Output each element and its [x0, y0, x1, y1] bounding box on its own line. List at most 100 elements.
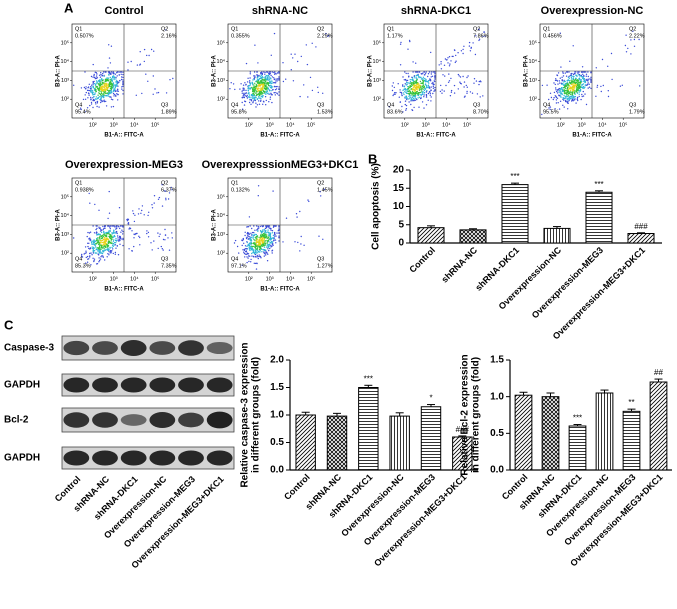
- event-dot: [253, 238, 255, 241]
- event-dot: [107, 253, 109, 255]
- event-dot: [243, 87, 245, 90]
- event-dot: [554, 108, 556, 110]
- event-dot: [425, 104, 428, 106]
- event-dot: [103, 240, 106, 242]
- event-dot: [578, 93, 580, 96]
- event-dot: [414, 97, 416, 99]
- event-dot: [263, 246, 266, 248]
- event-dot: [111, 83, 113, 85]
- event-dot: [585, 75, 587, 77]
- quadrant-name: Q3: [161, 256, 168, 262]
- y-tick-label: 0: [398, 238, 404, 249]
- event-dot: [245, 89, 247, 92]
- event-dot: [258, 87, 260, 90]
- event-dot: [561, 79, 563, 81]
- event-dot: [96, 81, 98, 83]
- event-dot: [406, 92, 408, 95]
- event-dot: [482, 95, 484, 97]
- event-dot: [115, 231, 118, 233]
- event-dot: [88, 192, 90, 195]
- event-dot: [256, 235, 259, 237]
- event-dot: [254, 233, 256, 235]
- event-dot: [267, 239, 270, 242]
- event-dot: [111, 232, 113, 234]
- event-dot: [583, 80, 585, 83]
- event-dot: [555, 96, 558, 99]
- event-dot: [562, 75, 565, 77]
- event-dot: [93, 260, 95, 263]
- plot-title: OverexpresssionMEG3+DKC1: [202, 159, 359, 171]
- event-dot: [272, 234, 275, 237]
- event-dot: [133, 233, 135, 235]
- event-dot: [401, 105, 403, 108]
- event-dot: [278, 235, 280, 237]
- event-dot: [264, 88, 267, 91]
- event-dot: [565, 82, 567, 85]
- event-dot: [152, 93, 154, 96]
- event-dot: [244, 92, 247, 95]
- quadrant-events: [92, 44, 113, 69]
- event-dot: [246, 81, 249, 83]
- event-dot: [278, 225, 280, 227]
- event-dot: [258, 82, 261, 85]
- event-dot: [417, 94, 419, 97]
- event-dot: [165, 92, 168, 94]
- event-dot: [80, 108, 82, 111]
- event-dot: [256, 244, 258, 246]
- event-dot: [255, 234, 257, 236]
- event-dot: [98, 74, 101, 77]
- event-dot: [566, 84, 568, 86]
- event-dot: [582, 73, 584, 76]
- event-dot: [428, 91, 431, 93]
- event-dot: [414, 77, 416, 79]
- event-dot: [241, 96, 243, 99]
- event-dot: [103, 248, 105, 250]
- event-dot: [268, 73, 270, 76]
- event-dot: [95, 77, 97, 79]
- event-dot: [86, 255, 89, 258]
- event-dot: [151, 249, 153, 251]
- event-dot: [266, 242, 269, 244]
- event-dot: [264, 85, 266, 87]
- event-dot: [257, 257, 259, 260]
- event-dot: [100, 72, 102, 74]
- event-dot: [483, 31, 486, 33]
- event-dot: [91, 240, 93, 242]
- event-dot: [246, 226, 248, 228]
- event-dot: [596, 84, 599, 87]
- event-dot: [257, 252, 259, 254]
- event-dot: [101, 90, 104, 92]
- event-dot: [133, 237, 135, 239]
- event-dot: [404, 83, 406, 85]
- event-dot: [106, 249, 109, 251]
- event-dot: [273, 225, 275, 227]
- event-dot: [417, 87, 419, 89]
- y-tick-label: 10⁴: [61, 212, 70, 219]
- quadrant-name: Q4: [231, 256, 238, 262]
- event-dot: [268, 249, 270, 252]
- event-dot: [448, 56, 451, 58]
- y-tick-label: 10⁴: [529, 58, 538, 65]
- event-dot: [270, 90, 272, 92]
- event-dot: [242, 84, 245, 86]
- quadrant-name: Q1: [75, 26, 82, 32]
- event-dot: [567, 83, 569, 85]
- event-dot: [448, 65, 451, 67]
- event-dot: [118, 240, 120, 242]
- event-dot: [110, 45, 113, 47]
- event-dot: [476, 93, 479, 95]
- x-tick-label: shRNA-NC: [439, 245, 479, 285]
- x-tick-label: 10³: [110, 276, 118, 282]
- event-dot: [84, 246, 87, 248]
- event-dot: [564, 80, 566, 83]
- event-dot: [266, 89, 268, 91]
- event-dot: [391, 85, 393, 87]
- event-dot: [115, 240, 118, 242]
- event-dot: [568, 97, 570, 100]
- event-dot: [110, 71, 113, 73]
- event-dot: [271, 80, 273, 82]
- event-dot: [266, 71, 268, 73]
- event-dot: [585, 79, 588, 81]
- event-dot: [89, 87, 92, 90]
- event-dot: [266, 237, 269, 239]
